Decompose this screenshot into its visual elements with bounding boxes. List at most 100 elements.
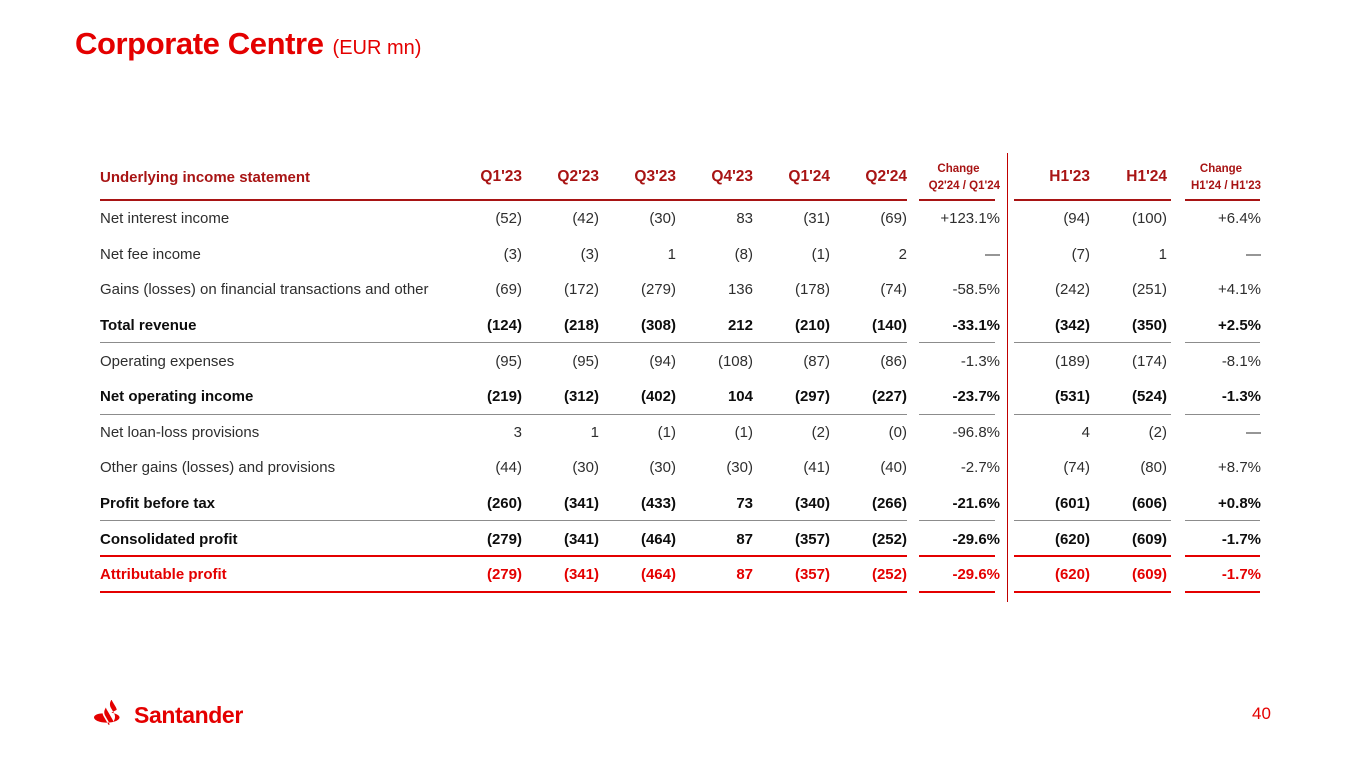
half-value: (80) bbox=[1140, 459, 1167, 477]
table-row: Profit before tax (260) (341) (433) 73 (… bbox=[100, 486, 1261, 522]
half-value: (524) bbox=[1094, 379, 1171, 415]
column-header-qoq-change: Change Q2'24 / Q1'24 bbox=[907, 153, 1000, 201]
quarter-value: (41) bbox=[803, 459, 830, 477]
quarter-value: (279) bbox=[640, 281, 676, 299]
santander-logo: Santander bbox=[94, 699, 243, 730]
quarter-value: (1) bbox=[734, 423, 753, 441]
quarter-value: (8) bbox=[734, 245, 753, 263]
quarter-value: (40) bbox=[880, 459, 907, 477]
quarter-value: 87 bbox=[676, 557, 753, 593]
quarter-value: (52) bbox=[495, 210, 522, 228]
quarter-value: (3) bbox=[580, 245, 599, 263]
quarter-value: (433) bbox=[599, 486, 676, 522]
page-number: 40 bbox=[1252, 704, 1271, 723]
quarter-value: (308) bbox=[599, 308, 676, 344]
page-title: Corporate Centre (EUR mn) bbox=[75, 26, 421, 62]
half-value: (94) bbox=[1063, 210, 1090, 228]
quarter-value: (1) bbox=[657, 423, 676, 441]
half-value: (350) bbox=[1094, 308, 1171, 344]
half-value: 4 bbox=[1081, 423, 1090, 441]
page-title-unit: (EUR mn) bbox=[332, 37, 422, 59]
quarter-value: (312) bbox=[522, 379, 599, 415]
row-label: Other gains (losses) and provisions bbox=[100, 459, 336, 477]
qoq-change-value: -2.7% bbox=[960, 459, 1000, 477]
quarter-value: (297) bbox=[753, 379, 830, 415]
table-row: Net interest income (52) (42) (30) 83 (3… bbox=[100, 201, 1261, 237]
half-value: 1 bbox=[1158, 245, 1167, 263]
quarter-value: (357) bbox=[753, 557, 830, 593]
quarter-value: 87 bbox=[676, 521, 753, 557]
quarter-value: 1 bbox=[667, 245, 676, 263]
column-header-h1-24: H1'24 bbox=[1094, 153, 1171, 201]
qoq-change-value: -1.3% bbox=[960, 352, 1000, 370]
quarter-value: (94) bbox=[649, 352, 676, 370]
hoh-change-value: +6.4% bbox=[1218, 210, 1261, 228]
column-header-hoh-change: Change H1'24 / H1'23 bbox=[1171, 153, 1261, 201]
quarter-value: (3) bbox=[503, 245, 522, 263]
hoh-change-value: -1.3% bbox=[1171, 379, 1261, 415]
quarter-value: 83 bbox=[736, 210, 753, 228]
quarter-value: (42) bbox=[572, 210, 599, 228]
quarter-value: (260) bbox=[445, 486, 522, 522]
hoh-change-value: -1.7% bbox=[1171, 557, 1261, 593]
quarter-value: (252) bbox=[830, 521, 907, 557]
quarter-value: 104 bbox=[676, 379, 753, 415]
quarter-value: (69) bbox=[495, 281, 522, 299]
quarter-value: (178) bbox=[794, 281, 830, 299]
table-row: Other gains (losses) and provisions (44)… bbox=[100, 450, 1261, 486]
half-value: (100) bbox=[1131, 210, 1167, 228]
qoq-change-value: -21.6% bbox=[907, 486, 1000, 522]
hoh-change-value: +0.8% bbox=[1171, 486, 1261, 522]
flame-icon bbox=[94, 699, 128, 730]
table-row: Total revenue (124) (218) (308) 212 (210… bbox=[100, 308, 1261, 344]
half-value: (609) bbox=[1094, 521, 1171, 557]
qoq-change-value: -96.8% bbox=[952, 423, 1000, 441]
quarter-value: (30) bbox=[572, 459, 599, 477]
quarter-value: (69) bbox=[880, 210, 907, 228]
quarter-value: (227) bbox=[830, 379, 907, 415]
quarter-value: (30) bbox=[649, 459, 676, 477]
table-row: Net loan-loss provisions 3 1 (1) (1) (2)… bbox=[100, 415, 1261, 451]
half-value: (251) bbox=[1131, 281, 1167, 299]
hoh-change-value: -1.7% bbox=[1171, 521, 1261, 557]
hoh-change-periods: H1'24 / H1'23 bbox=[1190, 179, 1261, 192]
qoq-change-periods: Q2'24 / Q1'24 bbox=[928, 179, 1000, 192]
quarter-value: (74) bbox=[880, 281, 907, 299]
quarter-value: (86) bbox=[880, 352, 907, 370]
quarter-value: (44) bbox=[495, 459, 522, 477]
quarter-value: (219) bbox=[445, 379, 522, 415]
column-header-q2-23: Q2'23 bbox=[522, 153, 599, 201]
column-header-label: Underlying income statement bbox=[100, 153, 445, 201]
table-row: Attributable profit (279) (341) (464) 87… bbox=[100, 557, 1261, 593]
hoh-change-value: — bbox=[1246, 423, 1261, 441]
half-value: (189) bbox=[1054, 352, 1090, 370]
quarter-value: (124) bbox=[445, 308, 522, 344]
hoh-change-value: +2.5% bbox=[1171, 308, 1261, 344]
quarter-value: 73 bbox=[676, 486, 753, 522]
column-header-q1-24: Q1'24 bbox=[753, 153, 830, 201]
table-row: Net operating income (219) (312) (402) 1… bbox=[100, 379, 1261, 415]
qoq-change-value: +123.1% bbox=[940, 210, 1000, 228]
half-value: (620) bbox=[1014, 557, 1094, 593]
logo-wordmark: Santander bbox=[134, 701, 243, 728]
column-header-h1-23: H1'23 bbox=[1014, 153, 1094, 201]
table-body: Net interest income (52) (42) (30) 83 (3… bbox=[100, 201, 1261, 593]
quarter-value: 3 bbox=[513, 423, 522, 441]
quarter-value: (1) bbox=[811, 245, 830, 263]
table-row: Gains (losses) on financial transactions… bbox=[100, 272, 1261, 308]
half-value: (174) bbox=[1131, 352, 1167, 370]
quarter-value: (108) bbox=[717, 352, 753, 370]
quarter-value: (279) bbox=[445, 521, 522, 557]
quarter-value: (0) bbox=[888, 423, 907, 441]
row-label: Operating expenses bbox=[100, 352, 235, 370]
quarter-value: (172) bbox=[563, 281, 599, 299]
half-value: (2) bbox=[1148, 423, 1167, 441]
quarter-value: (341) bbox=[522, 557, 599, 593]
row-label: Net loan-loss provisions bbox=[100, 423, 260, 441]
row-label: Net fee income bbox=[100, 245, 201, 263]
quarter-value: (30) bbox=[649, 210, 676, 228]
quarter-value: (95) bbox=[572, 352, 599, 370]
quarter-value: (402) bbox=[599, 379, 676, 415]
row-label: Gains (losses) on financial transactions… bbox=[100, 281, 429, 299]
